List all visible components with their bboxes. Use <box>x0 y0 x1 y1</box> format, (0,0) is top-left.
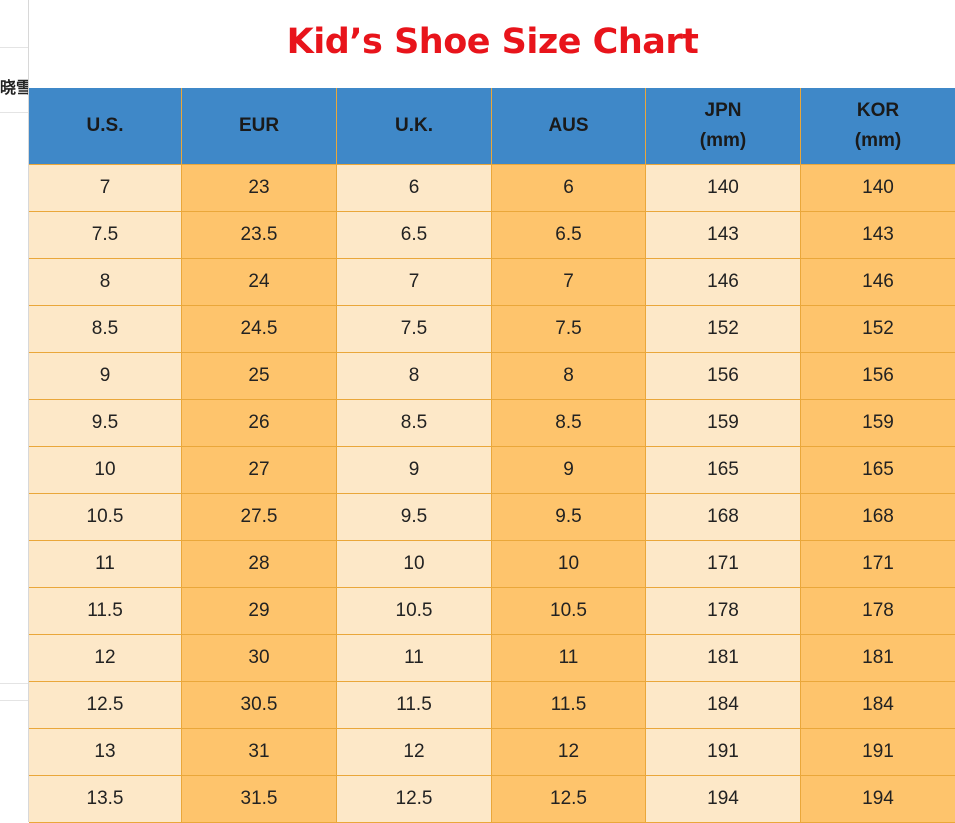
table-cell: 29 <box>182 588 337 635</box>
table-cell: 23 <box>182 165 337 212</box>
table-cell: 6.5 <box>337 212 492 259</box>
table-cell: 10 <box>337 541 492 588</box>
divider <box>0 47 28 48</box>
table-cell: 140 <box>646 165 801 212</box>
table-cell: 24 <box>182 259 337 306</box>
table-cell: 159 <box>646 400 801 447</box>
table-cell: 140 <box>801 165 955 212</box>
table-cell: 7 <box>337 259 492 306</box>
table-cell: 12 <box>492 729 646 776</box>
table-cell: 8.5 <box>337 400 492 447</box>
table-cell: 12.5 <box>337 776 492 823</box>
table-cell: 11.5 <box>29 588 182 635</box>
table-cell: 171 <box>801 541 955 588</box>
table-cell: 171 <box>646 541 801 588</box>
table-cell: 26 <box>182 400 337 447</box>
table-cell: 11 <box>492 635 646 682</box>
table-cell: 31.5 <box>182 776 337 823</box>
table-cell: 12 <box>337 729 492 776</box>
table-cell: 25 <box>182 353 337 400</box>
table-cell: 152 <box>801 306 955 353</box>
table-cell: 11 <box>337 635 492 682</box>
table-cell: 9 <box>337 447 492 494</box>
table-cell: 30.5 <box>182 682 337 729</box>
table-cell: 9.5 <box>337 494 492 541</box>
table-cell: 194 <box>646 776 801 823</box>
table-cell: 168 <box>646 494 801 541</box>
table-cell: 31 <box>182 729 337 776</box>
table-cell: 11.5 <box>337 682 492 729</box>
table-cell: 7.5 <box>29 212 182 259</box>
table-cell: 7 <box>492 259 646 306</box>
table-cell: 178 <box>646 588 801 635</box>
table-cell: 156 <box>646 353 801 400</box>
table-cell: 7 <box>29 165 182 212</box>
table-cell: 23.5 <box>182 212 337 259</box>
table-cell: 8.5 <box>492 400 646 447</box>
table-cell: 7.5 <box>492 306 646 353</box>
table-cell: 24.5 <box>182 306 337 353</box>
table-cell: 181 <box>646 635 801 682</box>
table-cell: 9 <box>29 353 182 400</box>
table-cell: 12.5 <box>29 682 182 729</box>
table-cell: 6 <box>337 165 492 212</box>
side-panel: 晓雪( <box>0 0 28 822</box>
table-cell: 6 <box>492 165 646 212</box>
column-header: AUS <box>492 88 646 165</box>
table-cell: 10.5 <box>492 588 646 635</box>
table-cell: 9 <box>492 447 646 494</box>
table-cell: 8 <box>337 353 492 400</box>
table-cell: 194 <box>801 776 955 823</box>
table-cell: 152 <box>646 306 801 353</box>
side-label: 晓雪( <box>0 78 28 97</box>
table-cell: 159 <box>801 400 955 447</box>
column-header: U.K. <box>337 88 492 165</box>
table-cell: 9.5 <box>29 400 182 447</box>
table-cell: 191 <box>801 729 955 776</box>
divider <box>0 700 28 701</box>
table-cell: 10.5 <box>29 494 182 541</box>
column-header: KOR (mm) <box>801 88 955 165</box>
table-cell: 165 <box>646 447 801 494</box>
divider <box>0 112 28 113</box>
column-header: JPN (mm) <box>646 88 801 165</box>
table-cell: 10 <box>29 447 182 494</box>
table-cell: 168 <box>801 494 955 541</box>
table-cell: 178 <box>801 588 955 635</box>
size-chart: Kid’s Shoe Size Chart U.S. EUR U.K. AUS JPN … <box>28 0 955 823</box>
table-cell: 181 <box>801 635 955 682</box>
chart-title: Kid’s Shoe Size Chart <box>286 22 699 62</box>
table-cell: 28 <box>182 541 337 588</box>
table-cell: 7.5 <box>337 306 492 353</box>
table-cell: 143 <box>646 212 801 259</box>
table-cell: 8 <box>492 353 646 400</box>
table-cell: 27 <box>182 447 337 494</box>
table-cell: 13.5 <box>29 776 182 823</box>
table-cell: 156 <box>801 353 955 400</box>
table-cell: 143 <box>801 212 955 259</box>
table-cell: 8 <box>29 259 182 306</box>
table-cell: 6.5 <box>492 212 646 259</box>
table-cell: 8.5 <box>29 306 182 353</box>
table-cell: 10 <box>492 541 646 588</box>
table-cell: 30 <box>182 635 337 682</box>
table-cell: 12 <box>29 635 182 682</box>
table-cell: 11 <box>29 541 182 588</box>
table-cell: 10.5 <box>337 588 492 635</box>
table-cell: 184 <box>646 682 801 729</box>
divider <box>0 683 28 684</box>
table-cell: 9.5 <box>492 494 646 541</box>
table-cell: 12.5 <box>492 776 646 823</box>
table-cell: 146 <box>801 259 955 306</box>
column-header: U.S. <box>29 88 182 165</box>
table-cell: 191 <box>646 729 801 776</box>
table-cell: 13 <box>29 729 182 776</box>
table-cell: 27.5 <box>182 494 337 541</box>
table-cell: 165 <box>801 447 955 494</box>
table-cell: 184 <box>801 682 955 729</box>
column-header: EUR <box>182 88 337 165</box>
table-cell: 11.5 <box>492 682 646 729</box>
table-cell: 146 <box>646 259 801 306</box>
